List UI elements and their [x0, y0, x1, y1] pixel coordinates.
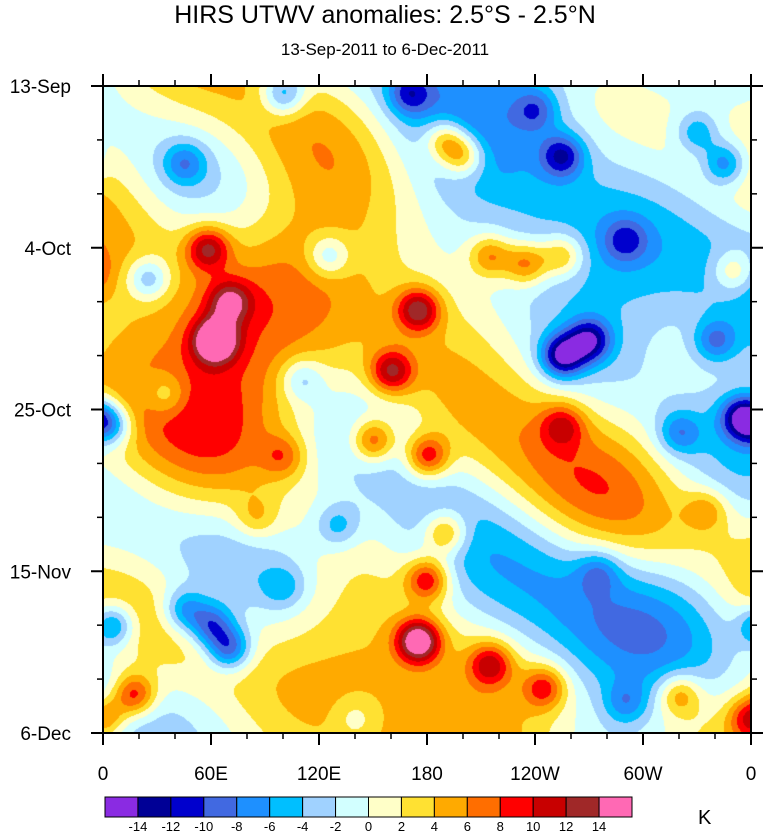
x-tick-label: 60E	[194, 764, 228, 785]
colorbar-swatch	[368, 796, 402, 818]
colorbar-label: 6	[464, 819, 471, 834]
x-tick-label: 120W	[510, 764, 560, 785]
colorbar-swatch	[400, 796, 435, 818]
colorbar-label: -14	[129, 819, 148, 834]
colorbar-label: -12	[161, 819, 180, 834]
colorbar-label: -6	[264, 819, 276, 834]
x-tick-label: 180	[411, 764, 443, 785]
colorbar-label: 14	[592, 819, 606, 834]
y-tick-label: 4-Oct	[25, 239, 72, 260]
colorbar: -14 -12 -10 -8 -6 -4 -2 0 2 4 6 8 10 12 14	[104, 796, 633, 834]
x-tick-label: 60W	[623, 764, 662, 785]
colorbar-swatch	[137, 796, 172, 818]
colorbar-label: 12	[559, 819, 573, 834]
y-tick-label: 6-Dec	[20, 724, 71, 745]
x-tick-label: 120E	[297, 764, 341, 785]
colorbar-swatch	[302, 796, 337, 818]
colorbar-swatch	[433, 796, 468, 818]
colorbar-label: 0	[365, 819, 372, 834]
colorbar-swatch	[335, 796, 369, 818]
y-tick-label: 15-Nov	[10, 562, 72, 583]
chart-subtitle: 13-Sep-2011 to 6-Dec-2011	[280, 40, 490, 59]
colorbar-label: -2	[330, 819, 342, 834]
colorbar-label: 8	[497, 819, 504, 834]
colorbar-swatch	[598, 796, 633, 818]
colorbar-label: 2	[398, 819, 405, 834]
colorbar-swatch	[104, 796, 139, 818]
x-tick-label: 0	[746, 764, 757, 785]
y-tick-label: 13-Sep	[10, 77, 71, 98]
colorbar-swatch	[499, 796, 534, 818]
colorbar-swatch	[532, 796, 567, 818]
colorbar-label: -4	[297, 819, 309, 834]
colorbar-swatch	[203, 796, 238, 818]
colorbar-swatch	[466, 796, 501, 818]
colorbar-swatch	[236, 796, 271, 818]
y-tick-label: 25-Oct	[14, 401, 72, 422]
colorbar-label: 4	[431, 819, 438, 834]
colorbar-swatch	[170, 796, 205, 818]
colorbar-label: 10	[526, 819, 540, 834]
colorbar-swatch	[565, 796, 600, 818]
colorbar-label: -8	[231, 819, 243, 834]
axis-ticks: 0 60E 120E 180 120W 60W 0 13-Sep 4-Oct 25-Oct 15-N…	[10, 74, 763, 785]
anomaly-heatmap	[103, 86, 751, 733]
chart-title: HIRS UTWV anomalies: 2.5°S - 2.5°N	[174, 1, 596, 29]
colorbar-label: -10	[194, 819, 213, 834]
x-tick-label: 0	[98, 764, 109, 785]
colorbar-swatch	[269, 796, 304, 818]
units-label: K	[698, 807, 712, 829]
